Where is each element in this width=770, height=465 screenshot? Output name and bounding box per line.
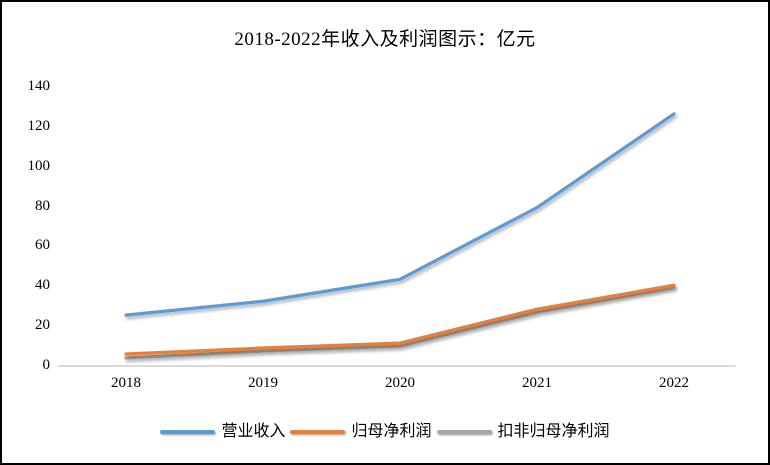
chart-title: 2018-2022年收入及利润图示：亿元 [234,29,536,50]
x-tick-label: 2019 [248,375,278,391]
legend-line-swatch [160,430,216,434]
legend-label: 营业收入 [221,423,286,440]
legend-line-swatch [436,430,492,434]
legend-label: 归母净利润 [351,423,432,440]
series-line-0 [124,112,676,317]
y-tick-label: 20 [35,317,50,334]
legend-item-2: 扣非归母净利润 [436,421,610,443]
x-tick-label: 2022 [659,375,689,391]
legend-label: 扣非归母净利润 [497,423,610,440]
legend-line-swatch [290,430,346,434]
y-tick-label: 60 [35,237,50,254]
y-tick-label: 0 [42,357,51,373]
x-tick-label: 2020 [385,375,415,391]
legend-item-1: 归母净利润 [290,421,432,443]
y-tick-label: 40 [35,277,50,294]
x-tick-label: 2018 [111,375,141,391]
series-line-2 [124,285,676,360]
y-tick-label: 140 [27,78,51,94]
x-tick-label: 2021 [522,375,552,391]
series-line-1 [124,283,676,356]
y-tick-label: 120 [27,117,51,134]
y-tick-label: 100 [27,157,51,174]
y-tick-label: 80 [35,197,50,214]
legend: 营业收入 归母净利润 扣非归母净利润 [2,418,768,446]
legend-item-0: 营业收入 [160,421,285,443]
